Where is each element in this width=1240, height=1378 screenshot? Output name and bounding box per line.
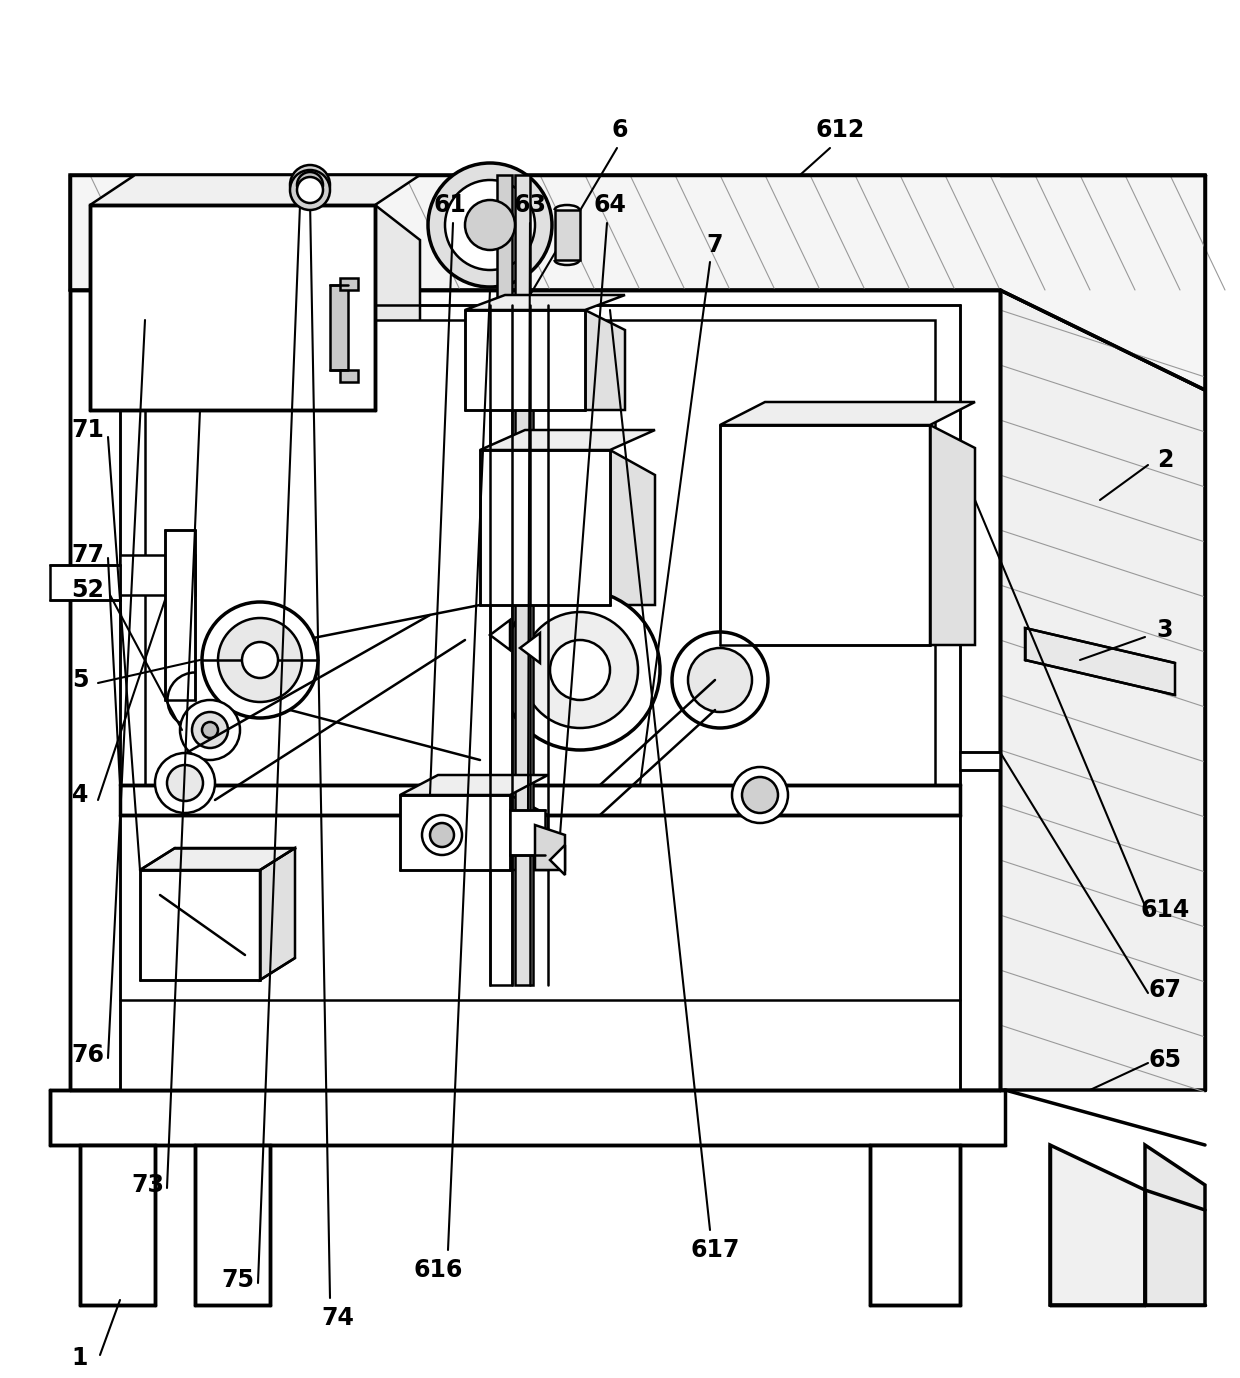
- Text: 65: 65: [1148, 1049, 1182, 1072]
- Circle shape: [180, 700, 241, 761]
- Text: 1: 1: [72, 1346, 88, 1370]
- Circle shape: [672, 633, 768, 728]
- Text: 76: 76: [72, 1043, 104, 1067]
- Text: 617: 617: [691, 1237, 740, 1262]
- Polygon shape: [520, 633, 539, 663]
- Polygon shape: [140, 847, 295, 870]
- Bar: [50, 1090, 1004, 1145]
- Circle shape: [742, 777, 777, 813]
- Polygon shape: [999, 289, 1205, 1090]
- Circle shape: [298, 172, 322, 198]
- Text: 4: 4: [72, 783, 88, 808]
- Bar: [556, 209, 580, 260]
- Circle shape: [290, 169, 330, 209]
- Polygon shape: [720, 402, 975, 424]
- Polygon shape: [69, 175, 1205, 390]
- Text: 71: 71: [72, 418, 104, 442]
- Text: 52: 52: [72, 577, 104, 602]
- Bar: [720, 424, 930, 645]
- Bar: [340, 278, 358, 289]
- Text: 5: 5: [72, 668, 88, 692]
- Bar: [497, 175, 512, 305]
- Text: 73: 73: [131, 1173, 165, 1197]
- Polygon shape: [1145, 1145, 1205, 1305]
- Polygon shape: [140, 870, 260, 980]
- Polygon shape: [260, 847, 295, 980]
- Bar: [296, 176, 324, 193]
- Bar: [120, 305, 960, 1090]
- Bar: [870, 1145, 960, 1305]
- Polygon shape: [1025, 628, 1176, 695]
- Polygon shape: [490, 620, 510, 650]
- Bar: [69, 289, 999, 1090]
- Bar: [330, 285, 348, 371]
- Text: 616: 616: [413, 1258, 463, 1282]
- Circle shape: [218, 617, 303, 701]
- Polygon shape: [401, 774, 548, 795]
- Circle shape: [298, 176, 322, 203]
- Polygon shape: [120, 555, 195, 595]
- Bar: [91, 205, 374, 411]
- Text: 3: 3: [1157, 617, 1173, 642]
- Bar: [960, 752, 999, 770]
- Polygon shape: [91, 175, 420, 205]
- Circle shape: [167, 765, 203, 801]
- Circle shape: [422, 814, 463, 854]
- Text: 77: 77: [72, 543, 104, 566]
- Polygon shape: [534, 825, 565, 870]
- Bar: [120, 785, 960, 814]
- Circle shape: [430, 823, 454, 847]
- Bar: [515, 175, 529, 305]
- Bar: [340, 371, 358, 382]
- Text: 67: 67: [1148, 978, 1182, 1002]
- Text: 612: 612: [816, 119, 864, 142]
- Text: 2: 2: [1157, 448, 1173, 473]
- Bar: [515, 305, 533, 985]
- Polygon shape: [510, 795, 548, 870]
- Circle shape: [688, 648, 751, 712]
- Polygon shape: [930, 424, 975, 645]
- Text: 74: 74: [321, 1306, 355, 1330]
- Circle shape: [155, 752, 215, 813]
- Circle shape: [500, 590, 660, 750]
- Bar: [480, 451, 610, 605]
- Circle shape: [192, 712, 228, 748]
- Circle shape: [290, 165, 330, 205]
- Text: 64: 64: [594, 193, 626, 216]
- Polygon shape: [50, 565, 120, 599]
- Bar: [145, 320, 935, 785]
- Circle shape: [445, 181, 534, 270]
- Text: 6: 6: [611, 119, 629, 142]
- Bar: [465, 310, 585, 411]
- Circle shape: [465, 200, 515, 249]
- Polygon shape: [374, 205, 420, 411]
- Text: 63: 63: [513, 193, 547, 216]
- Polygon shape: [1050, 1145, 1145, 1305]
- Polygon shape: [585, 310, 625, 411]
- Bar: [401, 795, 510, 870]
- Bar: [510, 810, 546, 854]
- Polygon shape: [610, 451, 655, 605]
- Circle shape: [732, 768, 787, 823]
- Text: 614: 614: [1141, 898, 1189, 922]
- Circle shape: [522, 612, 639, 728]
- Bar: [490, 305, 512, 985]
- Circle shape: [551, 639, 610, 700]
- Text: 7: 7: [707, 233, 723, 258]
- Circle shape: [202, 722, 218, 739]
- Text: 61: 61: [434, 193, 466, 216]
- Polygon shape: [480, 430, 655, 451]
- Circle shape: [202, 602, 317, 718]
- Bar: [81, 1145, 155, 1305]
- Bar: [195, 1145, 270, 1305]
- Polygon shape: [465, 295, 625, 310]
- Polygon shape: [551, 845, 565, 875]
- Polygon shape: [165, 531, 195, 700]
- Text: 75: 75: [222, 1268, 254, 1293]
- Circle shape: [242, 642, 278, 678]
- Circle shape: [428, 163, 552, 287]
